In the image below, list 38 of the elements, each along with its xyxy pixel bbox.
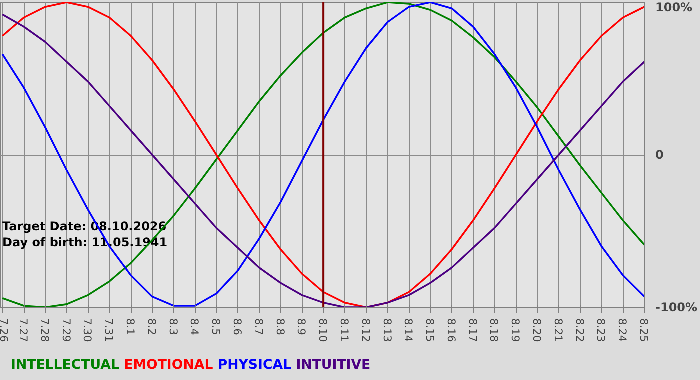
x-tick-label: 7.31 [102,318,116,342]
x-tick-label: 8.14 [402,318,416,342]
x-tick-label: 8.5 [210,318,223,336]
text: PHYSICAL [218,358,292,373]
x-tick-label: 8.2 [145,318,158,336]
x-tick-label: 8.1 [124,318,138,336]
text: EMOTIONAL [124,358,214,373]
x-tick-label: 8.19 [509,318,522,342]
x-tick-label: 7.29 [60,318,73,342]
x-tick-label: 8.20 [530,318,544,342]
x-tick-label: 8.21 [552,318,565,342]
y-tick-label: -100% [656,300,698,314]
y-tick-label: 0 [656,148,664,162]
x-tick-label: 8.24 [616,318,630,342]
x-tick-label: 7.26 [0,318,10,342]
x-tick-label: 8.18 [488,318,501,342]
x-tick-label: 8.8 [274,318,287,336]
x-tick-label: 8.16 [444,318,458,342]
x-tick-label: 8.22 [573,318,586,342]
x-tick-label: 8.4 [188,318,202,336]
text: INTUITIVE [296,358,371,373]
x-tick-label: 8.12 [359,318,372,342]
x-tick-label: 7.30 [81,318,94,342]
x-tick-label: 7.28 [38,318,52,342]
x-tick-label: 8.25 [638,318,650,342]
x-tick-label: 8.17 [466,318,480,342]
x-tick-label: 8.13 [380,318,394,342]
text: INTELLECTUAL [11,358,120,373]
x-tick-label: 8.23 [594,318,608,342]
x-tick-label: 8.7 [252,318,266,336]
x-tick-label: 8.15 [424,318,437,342]
x-tick-label: 8.10 [316,318,330,342]
x-tick-label: 8.11 [338,318,351,342]
x-tick-label: 8.9 [295,318,308,336]
x-tick-label: 8.3 [166,318,180,336]
x-tick-label: 8.6 [230,318,244,336]
y-tick-label: 100% [656,0,693,14]
x-tick-label: 7.27 [17,318,30,342]
